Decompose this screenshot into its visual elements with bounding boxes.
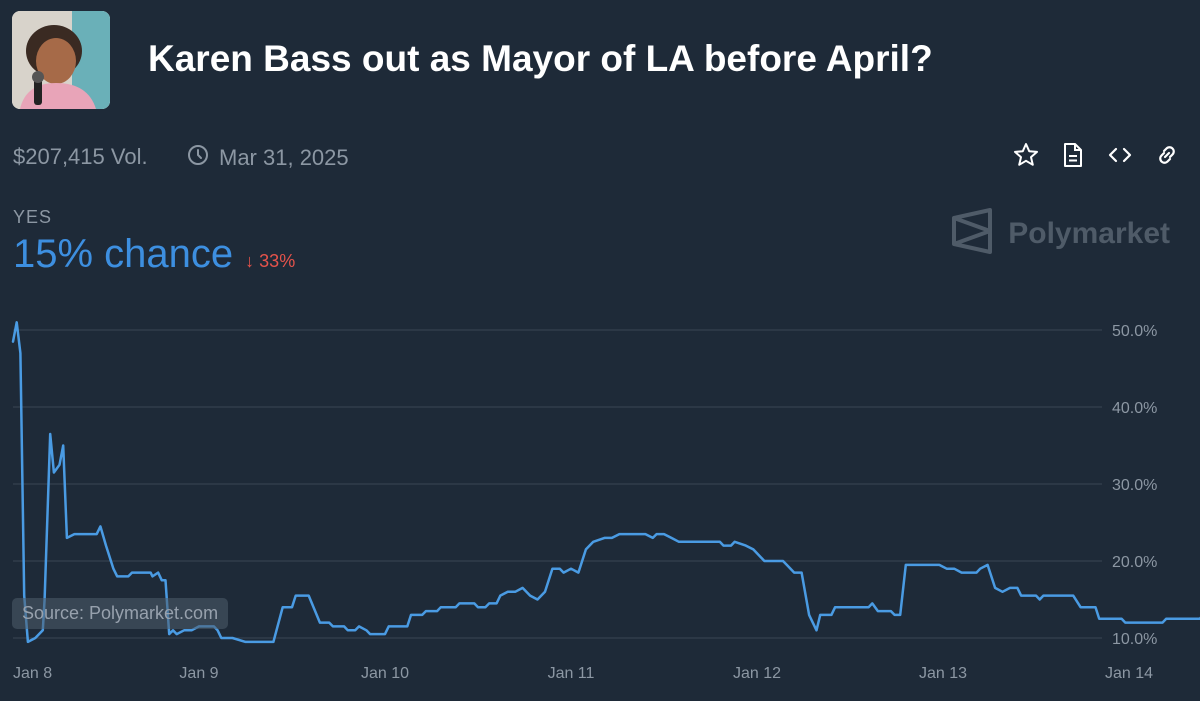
probability-chart: 10.0%20.0%30.0%40.0%50.0% Jan 8 Jan 9 Jan … bbox=[11, 321, 1200, 682]
chart-grid bbox=[13, 329, 1102, 639]
x-axis: Jan 8 Jan 9 Jan 10 Jan 11 Jan 12 Jan 13 Jan 14 bbox=[13, 665, 1153, 682]
star-icon[interactable] bbox=[1010, 139, 1041, 170]
x-tick-label: Jan 9 bbox=[179, 665, 218, 682]
end-date: Mar 31, 2025 bbox=[187, 144, 349, 172]
arrow-down-icon: ↓ bbox=[245, 251, 255, 271]
x-tick-label: Jan 8 bbox=[13, 665, 52, 682]
x-tick-label: Jan 14 bbox=[1105, 665, 1153, 682]
brand-name: Polymarket bbox=[1008, 216, 1170, 250]
code-icon[interactable] bbox=[1104, 139, 1135, 170]
y-axis: 10.0% 20.0% 30.0% 40.0% 50.0% bbox=[1112, 323, 1157, 648]
probability-change: ↓ 33% bbox=[245, 251, 295, 272]
source-label: Source: Polymarket.com bbox=[12, 598, 229, 629]
brand-logo: Polymarket bbox=[950, 206, 1170, 261]
polymarket-logo-icon bbox=[950, 206, 994, 261]
x-tick-label: Jan 13 bbox=[919, 665, 967, 682]
link-icon[interactable] bbox=[1151, 139, 1182, 170]
y-tick-label: 10.0% bbox=[1112, 631, 1157, 648]
outcome-label: YES bbox=[13, 207, 53, 227]
y-tick-label: 30.0% bbox=[1112, 477, 1157, 494]
probability-change-value: 33% bbox=[259, 251, 296, 271]
y-tick-label: 50.0% bbox=[1112, 323, 1157, 340]
probability-value: 15% chance bbox=[13, 232, 234, 276]
x-tick-label: Jan 11 bbox=[548, 665, 595, 682]
y-tick-label: 20.0% bbox=[1112, 554, 1157, 571]
x-tick-label: Jan 12 bbox=[733, 665, 781, 682]
market-image bbox=[12, 11, 110, 109]
clock-icon bbox=[187, 144, 209, 172]
market-title: Karen Bass out as Mayor of LA before Apr… bbox=[148, 38, 933, 79]
y-tick-label: 40.0% bbox=[1112, 400, 1157, 417]
x-tick-label: Jan 10 bbox=[361, 665, 409, 682]
probability-block: 15% chance ↓ 33% bbox=[13, 232, 295, 277]
series-line-yes bbox=[11, 321, 1200, 644]
document-icon[interactable] bbox=[1057, 139, 1088, 170]
toolbar bbox=[1010, 139, 1182, 170]
volume-label: $207,415 Vol. bbox=[13, 144, 148, 169]
end-date-text: Mar 31, 2025 bbox=[219, 145, 349, 170]
